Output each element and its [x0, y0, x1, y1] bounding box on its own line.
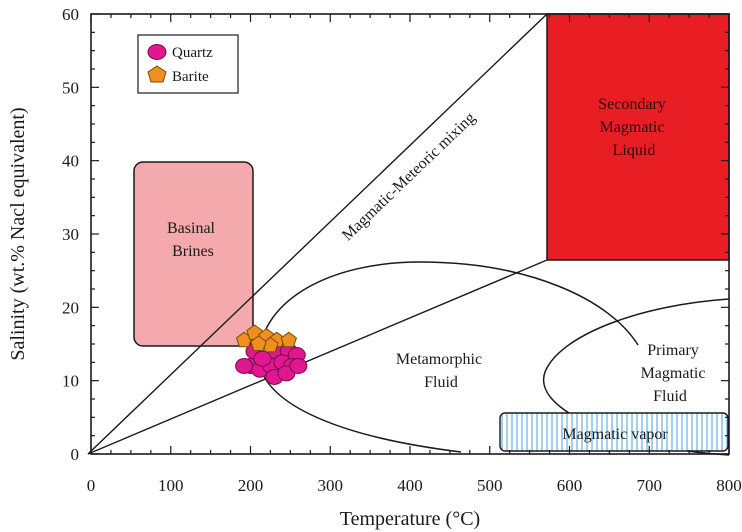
- primary-line-3: Fluid: [653, 388, 687, 405]
- secondary-line-2: Magmatic: [600, 119, 665, 136]
- legend-barite-label: Barite: [172, 69, 209, 85]
- basinal-brines-line-1: Basinal: [167, 220, 216, 237]
- upper-mixing-line: [87, 13, 548, 455]
- magmatic-vapor-region: [499, 412, 729, 452]
- secondary-magmatic-liquid-region: [546, 13, 730, 261]
- secondary-line-3: Liquid: [613, 142, 656, 159]
- regions-layer: [133, 13, 730, 456]
- barite-point: [280, 331, 297, 348]
- x-tick-label: 400: [397, 476, 423, 495]
- quartz-point: [235, 358, 254, 374]
- primary-magmatic-fluid-label: Primary Magmatic Fluid: [641, 342, 710, 405]
- x-tick-label: 300: [318, 476, 344, 495]
- x-tick-label: 600: [557, 476, 583, 495]
- legend-quartz-marker: [147, 44, 167, 60]
- quartz-point: [289, 358, 308, 374]
- secondary-magmatic-liquid-label: Secondary Magmatic Liquid: [598, 96, 670, 159]
- magmatic-meteoric-mixing-label: Magmatic-Meteoric mixing: [339, 109, 479, 244]
- primary-line-2: Magmatic: [641, 365, 706, 382]
- y-tick-label: 10: [62, 372, 79, 391]
- y-tick-label: 50: [62, 78, 79, 97]
- axis-tick-labels: 0 100 200 300 400 500 600 700 800 0 10 20 30 40 50 60: [62, 5, 742, 495]
- x-axis-title: Temperature (°C): [340, 508, 480, 530]
- metamorphic-fluid-label: Metamorphic Fluid: [396, 351, 486, 391]
- metamorphic-fluid-region: [258, 261, 639, 453]
- metamorphic-line-2: Fluid: [424, 374, 458, 391]
- y-tick-label: 0: [71, 445, 80, 464]
- basinal-brines-region: [133, 161, 254, 347]
- basinal-brines-label: Basinal Brines: [167, 220, 219, 260]
- axis-ticks: [90, 13, 730, 455]
- legend-quartz-label: Quartz: [172, 45, 213, 61]
- legend: Quartz Barite: [137, 34, 239, 94]
- mixing-lines: [87, 13, 548, 455]
- lower-mixing-line: [87, 259, 548, 455]
- barite-point: [250, 335, 267, 351]
- y-tick-label: 40: [62, 152, 79, 171]
- x-tick-label: 200: [238, 476, 264, 495]
- quartz-point: [253, 350, 272, 367]
- y-tick-label: 60: [62, 5, 79, 24]
- secondary-line-1: Secondary: [598, 96, 666, 113]
- x-tick-label: 100: [158, 476, 184, 495]
- legend-barite-marker: [147, 65, 167, 83]
- primary-line-1: Primary: [647, 342, 699, 359]
- barite-series: [235, 324, 297, 353]
- magmatic-vapor-label: Magmatic vapor: [562, 426, 668, 443]
- x-tick-label: 700: [637, 476, 663, 495]
- y-tick-label: 30: [62, 225, 79, 244]
- x-tick-label: 500: [477, 476, 503, 495]
- basinal-brines-line-2: Brines: [172, 243, 214, 260]
- y-tick-label: 20: [62, 298, 79, 317]
- y-axis-title: Salinity (wt.% Nacl equivalent): [7, 107, 29, 360]
- x-tick-label: 800: [716, 476, 742, 495]
- quartz-series: [235, 343, 308, 385]
- metamorphic-line-1: Metamorphic: [396, 351, 482, 368]
- x-tick-label: 0: [87, 476, 96, 495]
